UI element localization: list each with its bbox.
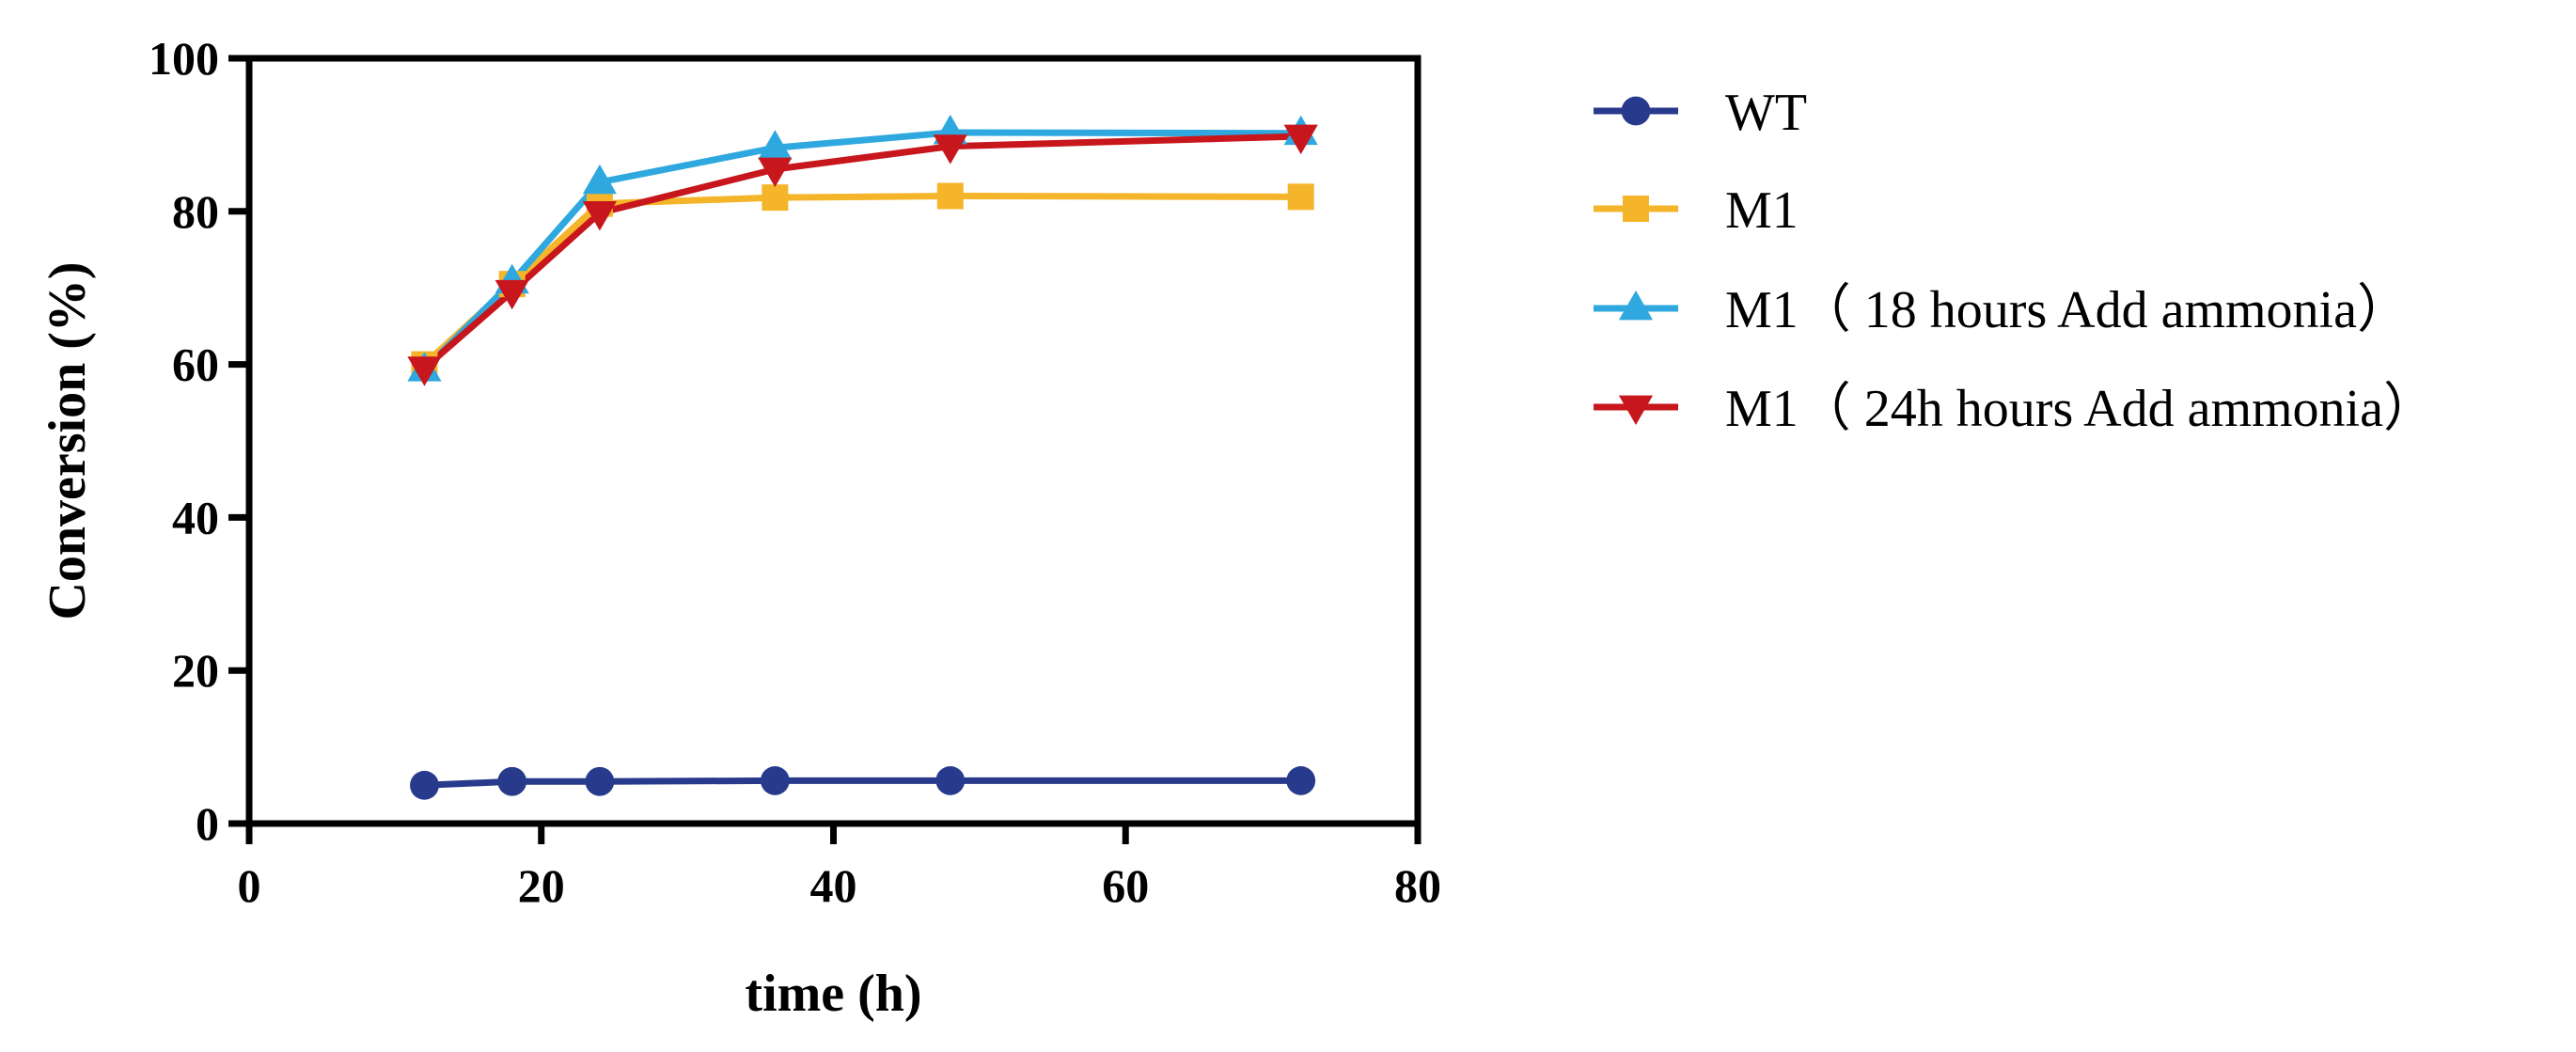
x-tick-label: 40 <box>810 859 857 912</box>
data-point <box>758 157 793 188</box>
plot-series-markers <box>407 114 1318 800</box>
x-axis-title: time (h) <box>745 965 921 1023</box>
series-line-2 <box>421 129 1301 372</box>
x-tick-label: 0 <box>238 859 261 912</box>
data-point <box>1286 766 1316 795</box>
data-point <box>497 766 527 796</box>
data-point <box>1283 124 1318 155</box>
data-point <box>495 279 529 310</box>
y-tick-label: 20 <box>172 644 219 697</box>
y-tick-label: 100 <box>149 32 219 85</box>
data-point <box>935 766 966 795</box>
legend-marker <box>1618 395 1654 426</box>
data-point <box>407 356 442 386</box>
legend-label: M1（ 18 hours Add ammonia） <box>1725 281 2410 339</box>
y-tick-label: 40 <box>172 491 219 543</box>
plot-series-lines <box>421 129 1301 789</box>
legend-marker <box>1623 196 1649 222</box>
axes <box>245 55 1422 827</box>
data-point <box>758 130 793 160</box>
data-point <box>762 184 789 212</box>
legend-label: WT <box>1725 84 1807 142</box>
data-point <box>933 134 967 165</box>
data-point <box>582 201 617 231</box>
series-line-1 <box>422 193 1301 368</box>
legend-marker <box>1621 96 1651 126</box>
legend-label: M1（ 24h hours Add ammonia） <box>1725 380 2436 438</box>
y-axis-ticks: 0 20 40 60 80 100 <box>149 32 249 850</box>
data-point <box>760 766 790 795</box>
legend-marker <box>1618 290 1654 321</box>
x-tick-label: 20 <box>518 859 565 912</box>
data-point <box>410 770 439 800</box>
data-point <box>585 766 615 796</box>
data-point <box>1287 183 1314 211</box>
data-point <box>582 164 617 195</box>
y-axis-title: Conversion (%) <box>39 261 97 620</box>
data-point <box>936 182 964 210</box>
x-tick-label: 80 <box>1394 859 1441 912</box>
x-axis-ticks: 0 20 40 60 80 <box>238 824 1441 912</box>
series-line-3 <box>422 133 1301 371</box>
x-tick-label: 60 <box>1102 859 1149 912</box>
series-line-0 <box>424 777 1301 789</box>
y-tick-label: 60 <box>172 338 219 391</box>
y-tick-label: 80 <box>172 185 219 238</box>
legend: WT M1 M1（ 18 hours Add ammonia） M1（ 24h h… <box>1594 84 2436 438</box>
legend-label: M1 <box>1725 181 1798 240</box>
y-tick-label: 0 <box>196 797 219 850</box>
